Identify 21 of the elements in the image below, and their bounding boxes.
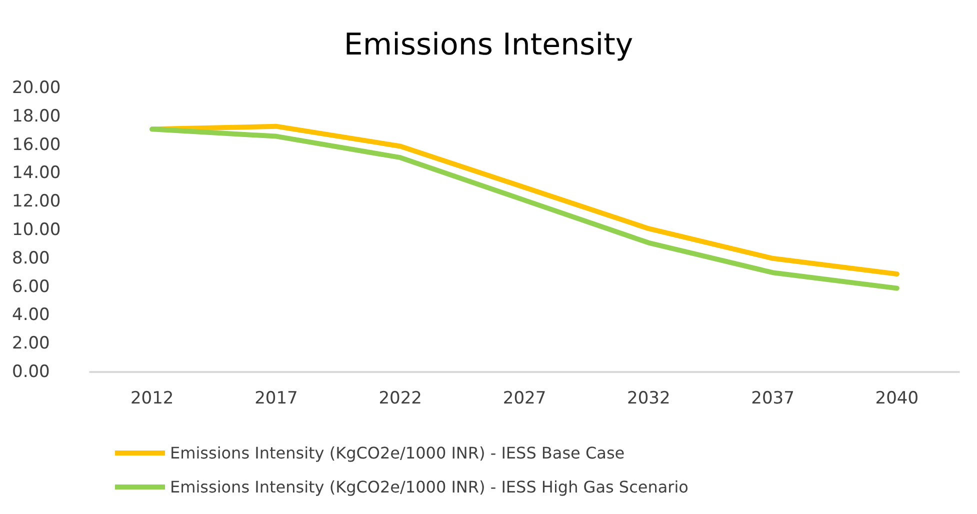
x-tick-label: 2027	[502, 388, 546, 408]
legend-label: Emissions Intensity (KgCO2e/1000 INR) - IESS High Gas Scenario	[170, 478, 688, 496]
x-tick-label: 2040	[875, 388, 919, 408]
y-tick-label: 18.00	[12, 106, 61, 126]
y-tick-label: 10.00	[12, 220, 61, 240]
x-tick-label: 2037	[751, 388, 794, 408]
y-tick-label: 4.00	[12, 305, 50, 326]
y-tick-label: 6.00	[12, 276, 50, 297]
x-tick-label: 2017	[254, 388, 298, 408]
y-tick-label: 8.00	[12, 248, 50, 268]
y-tick-label: 0.00	[12, 362, 50, 382]
y-tick-label: 14.00	[12, 163, 61, 184]
chart-title: Emissions Intensity	[344, 28, 634, 62]
legend-label: Emissions Intensity (KgCO2e/1000 INR) - IESS Base Case	[170, 444, 625, 462]
x-tick-label: 2022	[378, 388, 422, 408]
x-tick-label: 2012	[130, 388, 174, 408]
y-tick-label: 20.00	[12, 78, 61, 98]
x-tick-label: 2032	[627, 388, 670, 408]
y-tick-label: 16.00	[12, 134, 61, 155]
y-tick-label: 2.00	[12, 334, 50, 354]
y-tick-label: 12.00	[12, 192, 61, 212]
